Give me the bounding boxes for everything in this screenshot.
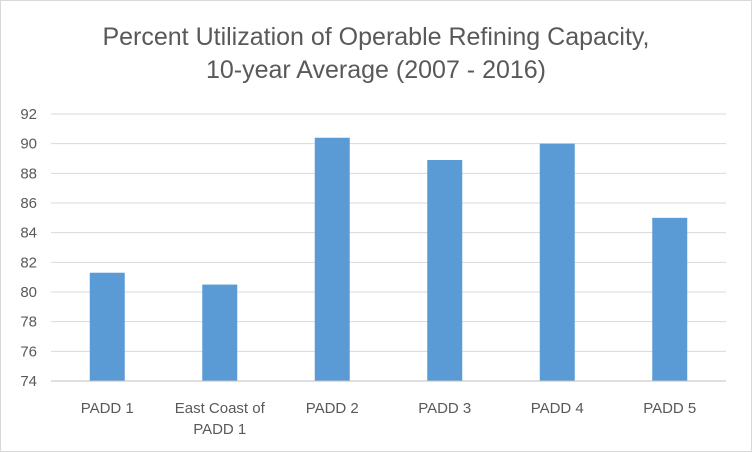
chart-title: Percent Utilization of Operable Refining… xyxy=(1,21,751,87)
x-tick-label-1: PADD 1 xyxy=(81,400,134,417)
y-tick-label-74: 74 xyxy=(20,373,37,390)
x-tick-label-2-line-1: East Coast of xyxy=(175,400,266,417)
bar-1 xyxy=(89,272,125,381)
bars xyxy=(89,137,688,381)
bar-6 xyxy=(652,217,688,381)
y-tick-label-76: 76 xyxy=(20,343,37,360)
gridlines xyxy=(51,113,726,352)
y-tick-label-86: 86 xyxy=(20,195,37,212)
y-tick-label-78: 78 xyxy=(20,314,37,331)
tick-labels: 74 76 78 80 82 84 86 88 90 92 PADD 1 East Coast of P… xyxy=(20,106,696,438)
bar-5 xyxy=(539,143,575,381)
chart-title-line-2: 10-year Average (2007 - 2016) xyxy=(205,56,547,84)
bar-2 xyxy=(202,284,238,381)
x-tick-label-2-line-2: PADD 1 xyxy=(193,421,246,438)
x-tick-label-5: PADD 4 xyxy=(531,400,584,417)
x-tick-label-3: PADD 2 xyxy=(306,400,359,417)
bar-3 xyxy=(314,137,350,381)
y-tick-label-80: 80 xyxy=(20,284,37,301)
x-tick-label-6: PADD 5 xyxy=(643,400,696,417)
y-tick-label-90: 90 xyxy=(20,136,37,153)
chart-title-line-1: Percent Utilization of Operable Refining… xyxy=(102,23,650,51)
x-tick-label-4: PADD 3 xyxy=(418,400,471,417)
y-tick-label-88: 88 xyxy=(20,165,37,182)
y-tick-label-84: 84 xyxy=(20,225,37,242)
y-tick-label-92: 92 xyxy=(20,106,37,123)
y-tick-label-82: 82 xyxy=(20,254,37,271)
bar-4 xyxy=(427,159,463,381)
